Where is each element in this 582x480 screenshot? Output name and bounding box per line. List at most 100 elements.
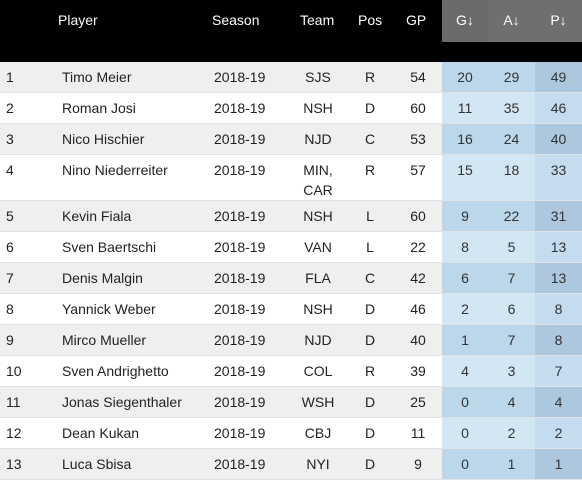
assists-cell: 7 [488, 263, 535, 293]
team-abbrev: NYI [306, 456, 330, 472]
player-name: Roman Josi [62, 100, 136, 116]
season-cell: 2018-19 [214, 363, 266, 379]
header-team[interactable]: Team [300, 12, 335, 28]
team-cell: SJS [298, 62, 338, 87]
points-cell: 2 [535, 418, 582, 448]
games-played-cell: 57 [410, 162, 426, 178]
rank-cell: 9 [6, 332, 14, 348]
season-cell: 2018-19 [214, 100, 266, 116]
assists-cell: 4 [488, 387, 535, 417]
team-abbrev: MIN, [303, 162, 333, 178]
points-cell: 40 [535, 124, 582, 154]
points-cell: 7 [535, 356, 582, 386]
games-played-cell: 39 [410, 363, 426, 379]
games-played-cell: 53 [410, 131, 426, 147]
header-pos[interactable]: Pos [358, 12, 383, 28]
games-played-cell: 9 [414, 456, 422, 472]
position-cell: R [364, 69, 376, 85]
team-abbrev: NSH [303, 208, 333, 224]
points-cell: 33 [535, 155, 582, 200]
table-row[interactable]: 13 Luca Sbisa 2018-19 NYI D 9 0 1 1 [0, 449, 582, 480]
position-cell: L [366, 239, 374, 255]
goals-cell: 11 [442, 93, 488, 123]
rank-cell: 4 [6, 162, 14, 178]
team-abbrev: FLA [305, 270, 331, 286]
player-name: Dean Kukan [62, 425, 140, 441]
table-row[interactable]: 4 Nino Niederreiter 2018-19 MIN, CAR R 57 15 18 3… [0, 155, 582, 201]
rank-cell: 1 [6, 69, 14, 85]
goals-cell: 2 [442, 294, 488, 324]
player-name: Luca Sbisa [62, 456, 132, 472]
team-cell: COL [298, 356, 338, 381]
table-row[interactable]: 11 Jonas Siegenthaler 2018-19 WSH D 25 0 4 4 [0, 387, 582, 418]
goals-cell: 20 [442, 62, 488, 92]
header-assists-sort[interactable]: A↓ [488, 0, 535, 42]
player-name: Nino Niederreiter [62, 162, 168, 178]
table-header: Player Season Team Pos GP G↓ A↓ P↓ [0, 0, 582, 62]
goals-cell: 6 [442, 263, 488, 293]
table-row[interactable]: 8 Yannick Weber 2018-19 NSH D 46 2 6 8 [0, 294, 582, 325]
position-cell: D [364, 456, 376, 472]
player-name: Nico Hischier [62, 131, 145, 147]
assists-cell: 7 [488, 325, 535, 355]
team-cell: FLA [298, 263, 338, 288]
table-row[interactable]: 6 Sven Baertschi 2018-19 VAN L 22 8 5 13 [0, 232, 582, 263]
team-abbrev: CBJ [304, 425, 332, 441]
team-abbrev: NSH [303, 301, 333, 317]
team-cell: MIN, CAR [298, 155, 338, 200]
points-cell: 49 [535, 62, 582, 92]
rank-cell: 10 [6, 363, 22, 379]
rank-cell: 8 [6, 301, 14, 317]
games-played-cell: 42 [410, 270, 426, 286]
assists-cell: 3 [488, 356, 535, 386]
team-cell: NJD [298, 325, 338, 350]
goals-cell: 0 [442, 387, 488, 417]
team-cell: VAN [298, 232, 338, 257]
games-played-cell: 60 [410, 208, 426, 224]
table-row[interactable]: 2 Roman Josi 2018-19 NSH D 60 11 35 46 [0, 93, 582, 124]
points-cell: 8 [535, 325, 582, 355]
rank-cell: 3 [6, 131, 14, 147]
header-season[interactable]: Season [212, 12, 260, 28]
position-cell: L [366, 208, 374, 224]
table-row[interactable]: 7 Denis Malgin 2018-19 FLA C 42 6 7 13 [0, 263, 582, 294]
table-row[interactable]: 3 Nico Hischier 2018-19 NJD C 53 16 24 40 [0, 124, 582, 155]
table-row[interactable]: 1 Timo Meier 2018-19 SJS R 54 20 29 49 [0, 62, 582, 93]
team-abbrev: NSH [303, 100, 333, 116]
assists-cell: 1 [488, 449, 535, 479]
position-cell: D [364, 394, 376, 410]
team-abbrev: NJD [304, 332, 332, 348]
rank-cell: 5 [6, 208, 14, 224]
season-cell: 2018-19 [214, 69, 266, 85]
table-row[interactable]: 9 Mirco Mueller 2018-19 NJD D 40 1 7 8 [0, 325, 582, 356]
player-name: Kevin Fiala [62, 208, 132, 224]
position-cell: D [364, 301, 376, 317]
header-goals-sort[interactable]: G↓ [442, 0, 488, 42]
header-gp[interactable]: GP [406, 12, 427, 28]
season-cell: 2018-19 [214, 270, 266, 286]
team-abbrev: VAN [304, 239, 332, 255]
rank-cell: 2 [6, 100, 14, 116]
header-player[interactable]: Player [58, 12, 98, 28]
position-cell: C [364, 131, 376, 147]
table-row[interactable]: 12 Dean Kukan 2018-19 CBJ D 11 0 2 2 [0, 418, 582, 449]
rank-cell: 11 [6, 394, 21, 410]
points-cell: 13 [535, 263, 582, 293]
points-cell: 1 [535, 449, 582, 479]
points-cell: 46 [535, 93, 582, 123]
team-cell: NSH [298, 294, 338, 319]
player-name: Sven Baertschi [62, 239, 157, 255]
team-abbrev: CAR [303, 182, 333, 198]
season-cell: 2018-19 [214, 208, 266, 224]
games-played-cell: 40 [410, 332, 426, 348]
header-points-sort[interactable]: P↓ [535, 0, 582, 42]
goals-cell: 9 [442, 201, 488, 231]
table-row[interactable]: 5 Kevin Fiala 2018-19 NSH L 60 9 22 31 [0, 201, 582, 232]
assists-cell: 29 [488, 62, 535, 92]
season-cell: 2018-19 [214, 239, 266, 255]
games-played-cell: 46 [410, 301, 426, 317]
table-row[interactable]: 10 Sven Andrighetto 2018-19 COL R 39 4 3 7 [0, 356, 582, 387]
rank-cell: 6 [6, 239, 14, 255]
season-cell: 2018-19 [214, 425, 266, 441]
team-cell: NYI [298, 449, 338, 474]
